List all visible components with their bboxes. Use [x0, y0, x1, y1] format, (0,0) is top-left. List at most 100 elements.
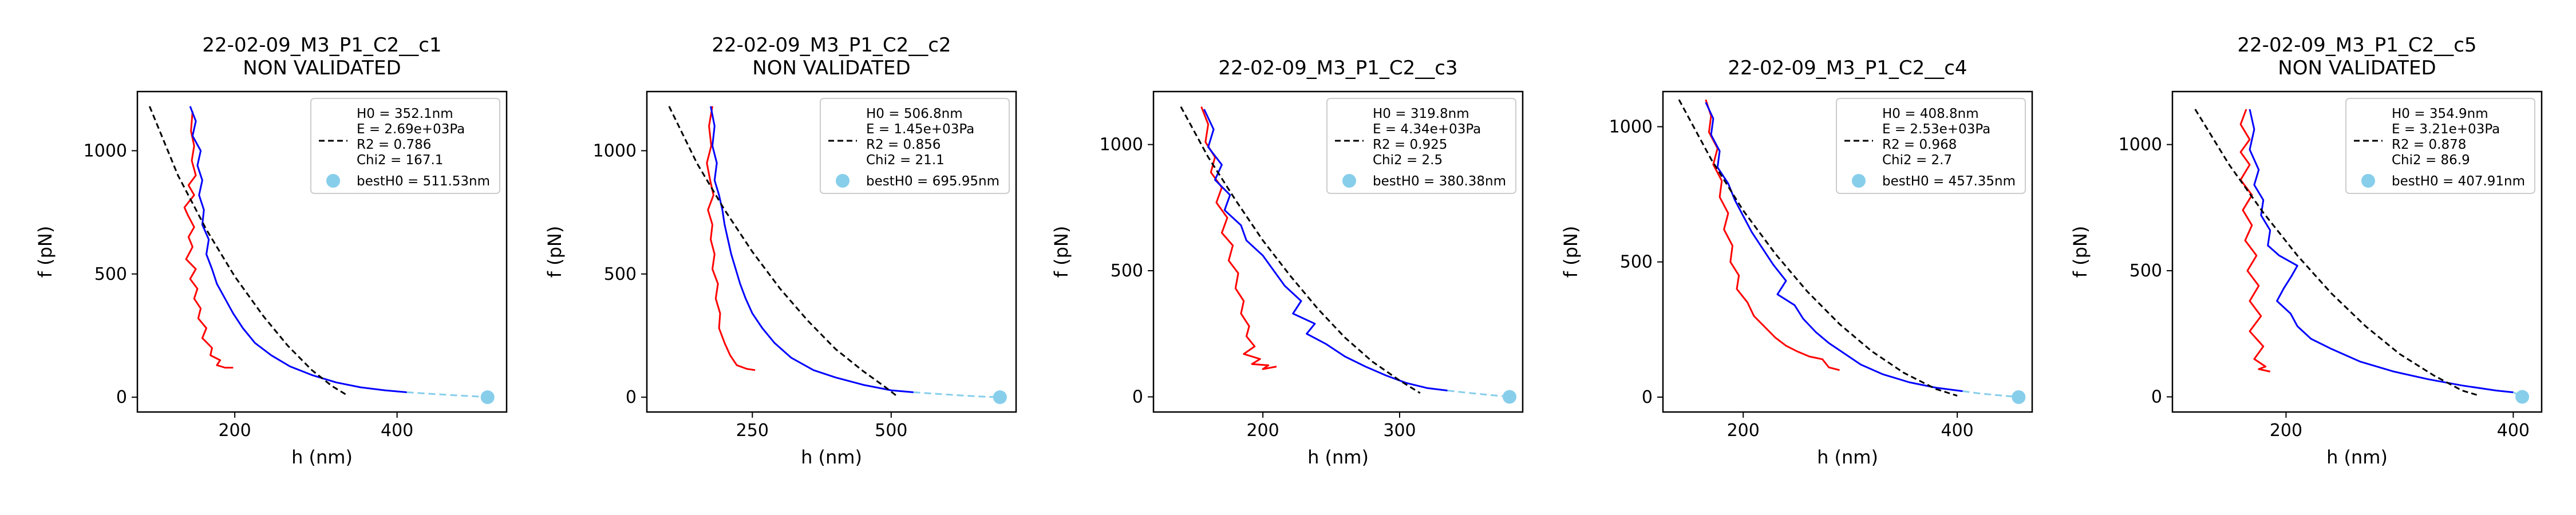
y-axis-label: f (pN): [544, 226, 566, 278]
best-h0-marker: [993, 390, 1007, 405]
x-tick-label: 300: [1383, 421, 1416, 441]
chart-subtitle: NON VALIDATED: [2278, 57, 2436, 80]
axes-frame: [2171, 90, 2543, 413]
fit-curve: [1180, 106, 1421, 394]
x-tick-label: 400: [2497, 421, 2530, 441]
x-tick-label: 400: [1941, 421, 1973, 441]
approach-curve: [2239, 109, 2271, 373]
legend-fit-line: H0 = 408.8nm: [1882, 106, 1979, 121]
x-tick-label: 500: [875, 421, 907, 441]
retract-curve: [2249, 109, 2514, 394]
legend-fit-line: Chi2 = 86.9: [2392, 153, 2470, 168]
legend-fit-line: R2 = 0.786: [357, 137, 431, 152]
legend-fit-line: Chi2 = 2.5: [1373, 153, 1443, 168]
fit-curve: [2194, 109, 2480, 397]
legend-fit-line: Chi2 = 2.7: [1882, 153, 1952, 168]
y-tick-label: 500: [1111, 261, 1143, 281]
y-axis-label: f (pN): [2069, 226, 2091, 278]
retract-curve: [1203, 109, 1448, 391]
x-tick-label: 200: [1246, 421, 1279, 441]
x-axis-label: h (nm): [2326, 446, 2388, 468]
y-tick-label: 1000: [2119, 135, 2162, 155]
extrapolation-curve: [1962, 390, 2019, 398]
plot-area: [1678, 99, 2019, 398]
legend-fit-label: H0 = 354.9nm E = 3.21e+03Pa R2 = 0.878 Chi2…: [2392, 106, 2500, 168]
chart-panel-1: 200 400 0 500 1000 h (nm) f (pN) 22-02-09_M3_P1…: [34, 34, 508, 468]
legend-best-label: bestH0 = 695.95nm: [866, 174, 999, 189]
legend-best-swatch: [2361, 174, 2375, 188]
legend-box: [310, 98, 500, 194]
legend-best-label: bestH0 = 511.53nm: [357, 174, 490, 189]
x-axis-label: h (nm): [291, 446, 353, 468]
retract-curve: [189, 106, 407, 393]
legend-best-label: bestH0 = 380.38nm: [1373, 174, 1506, 189]
legend-fit-line: E = 2.53e+03Pa: [1882, 122, 1990, 137]
x-tick-label: 250: [736, 421, 769, 441]
retract-curve: [1705, 102, 1963, 393]
chart-title: 22-02-09_M3_P1_C2__c5: [2237, 34, 2476, 57]
x-axis-label: h (nm): [801, 446, 862, 468]
legend-fit-line: H0 = 506.8nm: [866, 106, 963, 121]
extrapolation-curve: [913, 391, 1000, 398]
chart-panel-5: 200 400 0 500 1000 h (nm) f (pN) 22-02-09_M3_P1…: [2069, 34, 2543, 468]
chart-title: 22-02-09_M3_P1_C2__c4: [1728, 57, 1967, 80]
approach-curve: [1705, 99, 1840, 371]
chart-panel-4: 200 400 0 500 1000 h (nm) f (pN) 22-02-09_M3_P1…: [1560, 57, 2033, 468]
fit-curve: [1678, 99, 1958, 397]
x-axis-label: h (nm): [1817, 446, 1878, 468]
y-tick-label: 1000: [1100, 135, 1143, 155]
axes-frame: [1662, 90, 2033, 413]
chart-title: 22-02-09_M3_P1_C2__c2: [712, 34, 951, 57]
legend-fit-label: H0 = 506.8nm E = 1.45e+03Pa R2 = 0.856 Chi2…: [866, 106, 974, 168]
y-tick-label: 0: [626, 387, 637, 407]
axes-frame: [646, 90, 1017, 413]
legend-fit-line: E = 2.69e+03Pa: [357, 122, 465, 137]
chart-panel-3: 200 300 0 500 1000 h (nm) f (pN) 22-02-09_M3_P1…: [1050, 57, 1524, 468]
legend-fit-line: Chi2 = 167.1: [357, 153, 443, 168]
y-tick-label: 1000: [593, 141, 637, 161]
y-tick-label: 1000: [1609, 117, 1653, 137]
x-tick-label: 200: [2270, 421, 2302, 441]
extrapolation-curve: [406, 391, 488, 398]
legend-best-label: bestH0 = 457.35nm: [1882, 174, 2016, 189]
legend-box: [1836, 98, 2026, 194]
legend-best-swatch: [326, 174, 340, 188]
y-axis-label: f (pN): [1560, 226, 1582, 278]
y-tick-label: 500: [94, 264, 127, 284]
chart-panel-2: 250 500 0 500 1000 h (nm) f (pN) 22-02-09_M3_P1…: [544, 34, 1017, 468]
chart-title: 22-02-09_M3_P1_C2__c1: [202, 34, 441, 57]
x-axis-label: h (nm): [1307, 446, 1369, 468]
best-h0-marker: [2012, 390, 2026, 405]
approach-curve: [183, 111, 234, 369]
y-tick-label: 500: [604, 264, 637, 284]
y-tick-label: 1000: [84, 141, 127, 161]
legend-fit-line: E = 3.21e+03Pa: [2392, 122, 2500, 137]
legend-best-label: bestH0 = 407.91nm: [2392, 174, 2525, 189]
legend-fit-label: H0 = 319.8nm E = 4.34e+03Pa R2 = 0.925 Chi2…: [1373, 106, 1481, 168]
best-h0-marker: [1503, 390, 1517, 404]
legend-best-swatch: [1852, 174, 1866, 188]
y-tick-label: 500: [2129, 261, 2162, 281]
plot-area: [668, 106, 1000, 398]
y-axis-label: f (pN): [1050, 226, 1072, 278]
extrapolation-curve: [1447, 390, 1510, 398]
chart-subtitle: NON VALIDATED: [243, 57, 401, 80]
best-h0-marker: [2515, 390, 2530, 404]
x-tick-label: 400: [381, 421, 413, 441]
retract-curve: [710, 106, 914, 393]
legend-fit-line: E = 4.34e+03Pa: [1373, 122, 1481, 137]
legend-fit-line: R2 = 0.878: [2392, 137, 2466, 152]
legend-fit-line: R2 = 0.856: [866, 137, 941, 152]
x-tick-label: 200: [1727, 421, 1760, 441]
x-tick-label: 200: [218, 421, 251, 441]
legend-fit-line: E = 1.45e+03Pa: [866, 122, 974, 137]
y-tick-label: 0: [2151, 387, 2162, 407]
legend-fit-line: H0 = 319.8nm: [1373, 106, 1469, 121]
approach-curve: [706, 106, 756, 371]
axes-frame: [136, 90, 508, 413]
legend-fit-label: H0 = 408.8nm E = 2.53e+03Pa R2 = 0.968 Chi2…: [1882, 106, 1990, 168]
y-axis-label: f (pN): [34, 226, 56, 278]
y-tick-label: 0: [116, 387, 127, 407]
chart-title: 22-02-09_M3_P1_C2__c3: [1218, 57, 1457, 80]
